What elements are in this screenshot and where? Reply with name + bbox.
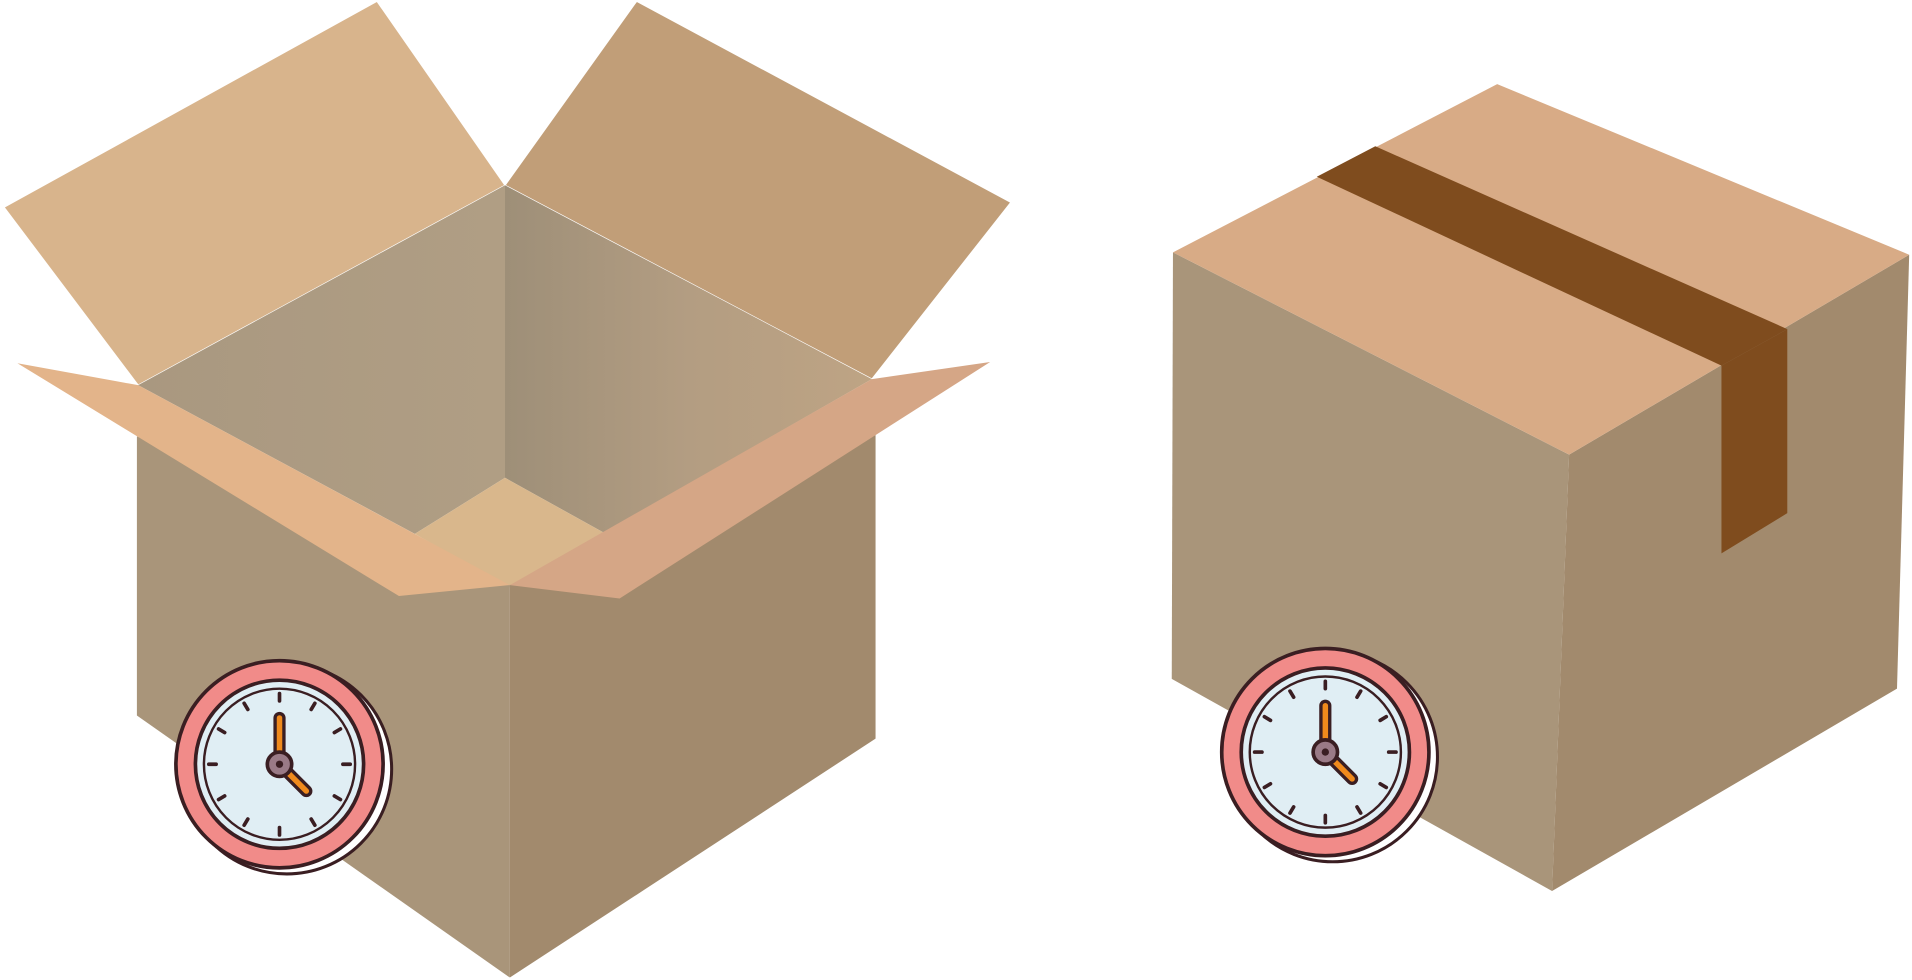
open-box-front-left-flap <box>17 363 510 597</box>
open-box <box>3 0 1012 978</box>
open-box-back-right-flap <box>504 0 1012 380</box>
clock-icon <box>1222 648 1438 861</box>
packing-tape-side <box>1721 329 1788 554</box>
clock-icon <box>176 661 392 874</box>
packing-tape <box>1316 146 1788 366</box>
closed-box-right-side <box>1552 254 1910 892</box>
open-box-front-right-flap <box>509 362 991 599</box>
open-box-interior-left <box>138 185 506 534</box>
open-box-interior-right <box>505 185 872 533</box>
